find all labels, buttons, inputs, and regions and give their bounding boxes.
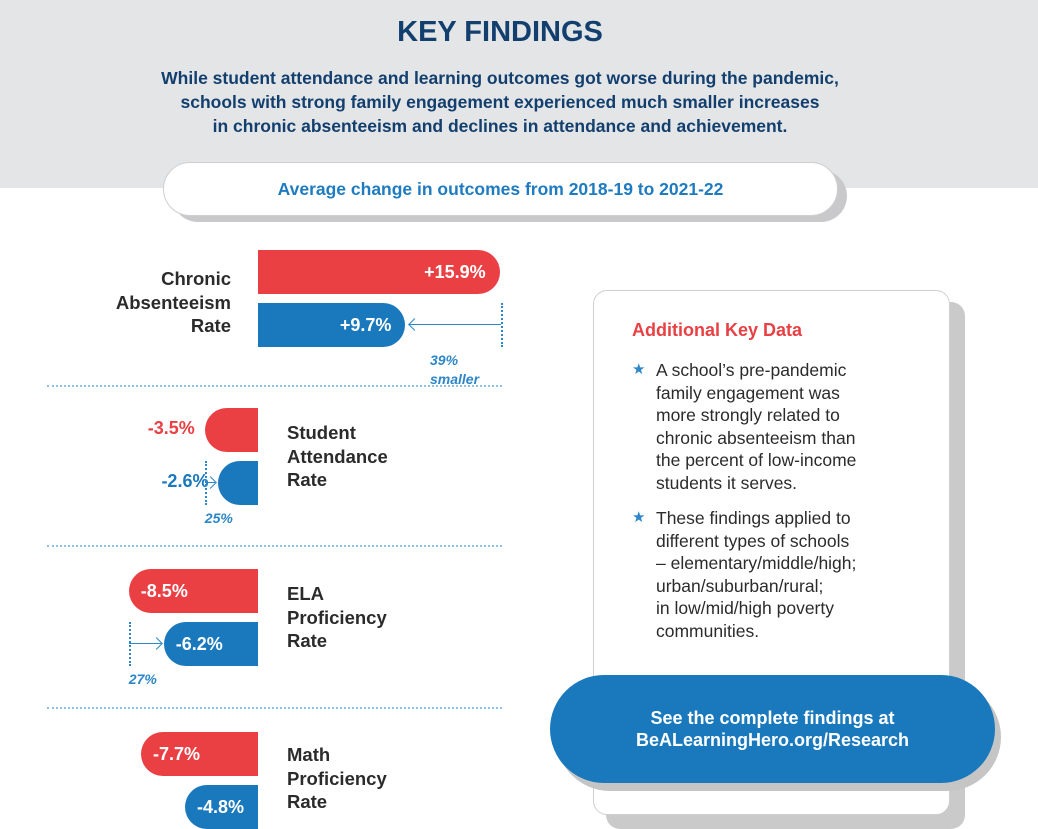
bullet-line: the percent of low-income [656,450,857,470]
bullet-line: students it serves. [656,472,798,493]
reference-line [128,622,131,666]
complete-findings-link[interactable]: See the complete findings at BeALearning… [550,675,995,783]
category-label-line: Attendance [287,445,388,467]
category-label-line: Proficiency [287,606,387,628]
bullet-line: – elementary/middle/high; [656,553,857,573]
difference-annotation: 27% [129,670,157,689]
annotation-line: smaller [430,371,480,387]
bar-before: -7.7% [140,732,258,776]
bar-before [204,408,258,452]
bar-value-label: -8.5% [140,580,188,601]
category-label-line: Rate [190,315,231,336]
reference-line [500,303,503,347]
category-label: Chronic Absenteeism Rate [60,267,231,338]
bar-before: +15.9% [258,250,500,294]
bullet-line: in low/mid/high poverty [656,598,834,618]
bar-after: -4.8% [185,785,258,829]
bar-value-label: -7.7% [152,743,200,764]
category-label: Math Proficiency Rate [287,743,387,814]
annotation-line: 27% [128,671,157,687]
category-label-line: ELA [287,583,324,604]
bullet-line: chronic absenteeism than [656,427,856,448]
bullet-line: different types of schools [656,530,850,551]
arrow-icon [128,643,161,644]
page-subtitle: While student attendance and learning ou… [0,66,1000,138]
category-label-line: Student [287,422,356,443]
difference-annotation: 25% [205,509,233,528]
category-label-line: Absenteeism [115,291,231,313]
card-bullet: ★ A school’s pre-pandemic family engagem… [632,359,896,494]
bar-value-label: -4.8% [197,796,245,817]
bullet-line: A school’s pre-pandemic [656,360,847,380]
category-label-line: Rate [287,630,328,651]
category-label: Student Attendance Rate [287,421,388,492]
star-icon: ★ [632,509,646,526]
card-title: Additional Key Data [632,320,803,340]
category-label-line: Chronic [161,268,231,289]
bar-value-label: -6.2% [175,633,223,654]
chart-title: Average change in outcomes from 2018-19 … [163,162,838,216]
cta-line: See the complete findings at [650,708,895,728]
arrowhead [149,637,163,650]
page-title: KEY FINDINGS [397,16,603,48]
bar-after [218,461,258,505]
bar-before: -8.5% [128,569,258,613]
subtitle-line: While student attendance and learning ou… [161,68,839,88]
bullet-line: These findings applied to [656,508,851,528]
bar-value-label: -2.6% [161,471,209,491]
annotation-line: 39% [430,352,459,368]
cta-url: BeALearningHero.org/Research [635,730,910,750]
header-band [0,0,1038,188]
bar-value-label: +9.7% [339,314,392,335]
card-bullet: ★ These findings applied to different ty… [632,507,896,642]
subtitle-line: schools with strong family engagement ex… [180,92,820,112]
category-label-line: Rate [287,791,328,812]
arrowhead [408,318,422,331]
row-divider [47,385,502,387]
bullet-line: more strongly related to [656,405,840,425]
bar-after: -6.2% [163,622,258,666]
arrow-icon [409,324,501,325]
difference-annotation: 39% smaller [430,351,479,389]
subtitle-line: in chronic absenteeism and declines in a… [212,116,788,136]
reference-line [204,461,207,505]
arrow-icon [204,482,216,483]
bar-value-label: +15.9% [424,261,486,282]
bullet-line: urban/suburban/rural; [656,575,824,596]
row-divider [47,707,502,709]
category-label-line: Math [287,744,331,765]
category-label: ELA Proficiency Rate [287,582,387,653]
bar-value-label: -3.5% [147,418,195,438]
category-label-line: Proficiency [287,767,387,789]
bullet-line: family engagement was [656,382,840,403]
bullet-line: communities. [656,620,760,641]
star-icon: ★ [632,361,646,378]
row-divider [47,545,502,547]
bar-after: +9.7% [258,303,406,347]
annotation-line: 25% [204,510,233,526]
category-label-line: Rate [287,469,328,490]
